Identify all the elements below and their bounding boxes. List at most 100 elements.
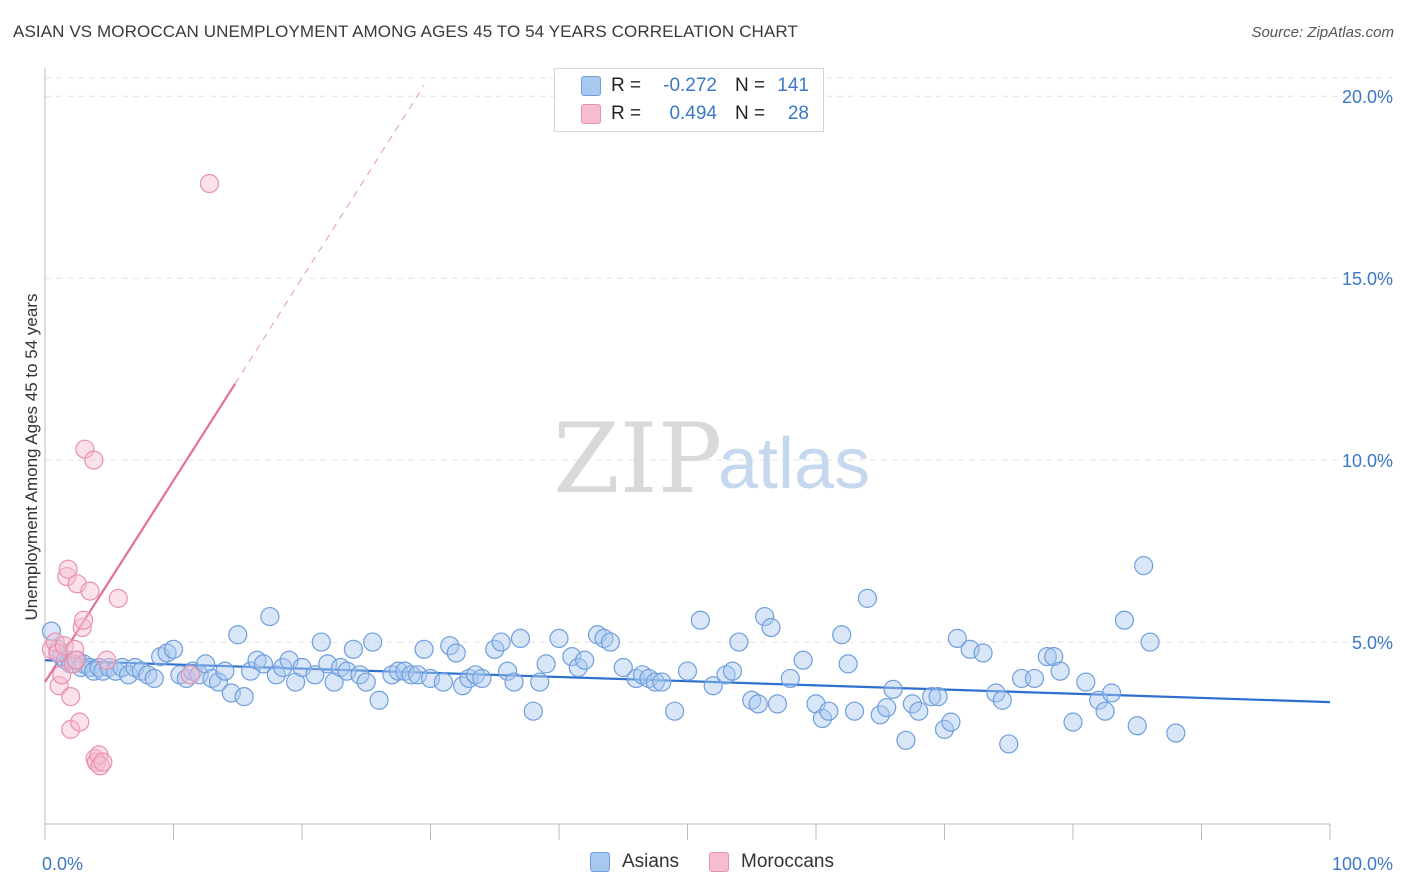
legend-item-asians[interactable]: Asians	[590, 851, 679, 873]
series-legend: Asians Moroccans	[590, 851, 864, 873]
asians-point	[453, 676, 473, 696]
asians-point	[420, 668, 441, 689]
asians-point	[369, 690, 389, 710]
x-tick-label: 100.0%	[1332, 854, 1393, 874]
chart-title: ASIAN VS MOROCCAN UNEMPLOYMENT AMONG AGE…	[13, 22, 798, 41]
asians-point	[973, 643, 993, 663]
asians-point	[440, 636, 460, 656]
axes	[44, 68, 1331, 840]
data-points	[41, 173, 1186, 776]
asians-point	[928, 687, 948, 707]
asians-point	[208, 672, 229, 692]
asians-point	[819, 701, 839, 721]
y-tick-label: 10.0%	[1342, 451, 1393, 471]
asians-point	[163, 639, 184, 659]
asians-point	[176, 668, 196, 689]
asians-point	[1063, 712, 1083, 732]
asians-point	[414, 639, 434, 659]
asians-point	[999, 734, 1019, 754]
asians-point	[408, 665, 428, 685]
y-tick-labels: 5.0% 10.0% 15.0% 20.0%	[1342, 87, 1393, 653]
asians-point	[395, 661, 415, 681]
asians-point	[986, 683, 1006, 703]
asians-swatch	[581, 76, 601, 96]
legend-label-asians: Asians	[622, 851, 680, 872]
asians-point	[215, 661, 235, 681]
asians-point	[330, 657, 351, 678]
asians-point	[356, 672, 376, 692]
asians-point	[844, 701, 865, 721]
asians-point	[742, 690, 762, 710]
moroccans-point	[180, 665, 200, 685]
asians-point	[1037, 647, 1057, 667]
asians-point	[311, 632, 331, 652]
asians-point	[228, 625, 248, 645]
y-axis-label: Unemployment Among Ages 45 to 54 years	[22, 294, 41, 621]
asians-point	[665, 701, 685, 721]
moroccans-trend-extension	[234, 84, 425, 384]
asians-point	[549, 628, 569, 649]
asians-point	[138, 665, 158, 685]
asians-point	[388, 661, 408, 681]
moroccans-point	[108, 588, 128, 608]
n-value: 28	[787, 103, 809, 124]
asians-point	[568, 657, 588, 678]
asians-point	[594, 628, 614, 649]
asians-point	[221, 683, 241, 703]
moroccans-point	[70, 712, 90, 732]
moroccans-point	[61, 687, 81, 707]
asians-point	[363, 632, 383, 652]
moroccans-point	[93, 752, 113, 772]
asians-point	[1134, 556, 1154, 576]
asians-point	[1114, 610, 1135, 630]
legend-label-moroccans: Moroccans	[741, 851, 834, 872]
x-tick-label: 0.0%	[42, 854, 83, 874]
asians-point	[793, 650, 813, 670]
legend-row-asians: R = -0.272 N = 141	[581, 73, 809, 99]
asians-point	[1101, 683, 1122, 703]
asians-point	[1140, 632, 1160, 652]
moroccans-point	[90, 756, 110, 776]
n-value: 141	[777, 75, 809, 96]
asians-point	[170, 665, 190, 685]
asians-point	[941, 712, 961, 732]
asians-point	[523, 701, 543, 721]
asians-point	[960, 639, 980, 659]
n-label: N =	[735, 103, 766, 124]
asians-point	[870, 705, 890, 725]
asians-point	[536, 654, 556, 674]
moroccans-legend-swatch	[709, 852, 730, 872]
asians-point	[343, 639, 363, 659]
asians-point	[722, 661, 743, 681]
moroccans-point	[84, 450, 104, 470]
asians-point	[896, 730, 916, 750]
asians-point	[510, 628, 531, 649]
asians-point	[1095, 701, 1115, 721]
asians-point	[465, 665, 486, 685]
asians-point	[947, 628, 967, 649]
asians-point	[273, 657, 293, 678]
asians-point	[1127, 716, 1147, 736]
moroccans-point	[57, 566, 77, 587]
moroccans-point	[86, 752, 107, 772]
y-tick-label: 5.0%	[1352, 633, 1393, 653]
asians-point	[253, 654, 274, 674]
asians-point	[401, 665, 421, 685]
asians-point	[382, 665, 402, 685]
asians-point	[1076, 672, 1096, 692]
asians-point	[812, 708, 833, 729]
moroccans-point	[58, 559, 78, 579]
asians-point	[247, 650, 267, 670]
asians-point	[433, 672, 453, 692]
r-value: -0.272	[663, 75, 717, 96]
r-label: R =	[611, 103, 642, 124]
asians-point	[922, 687, 942, 707]
asians-point	[716, 665, 736, 685]
asians-point	[318, 654, 338, 674]
watermark-atlas: atlas	[718, 424, 870, 504]
asians-point	[575, 650, 595, 670]
asians-point	[1050, 661, 1070, 681]
asians-point	[600, 632, 621, 652]
asians-point	[761, 617, 781, 638]
legend-item-moroccans[interactable]: Moroccans	[709, 851, 834, 873]
